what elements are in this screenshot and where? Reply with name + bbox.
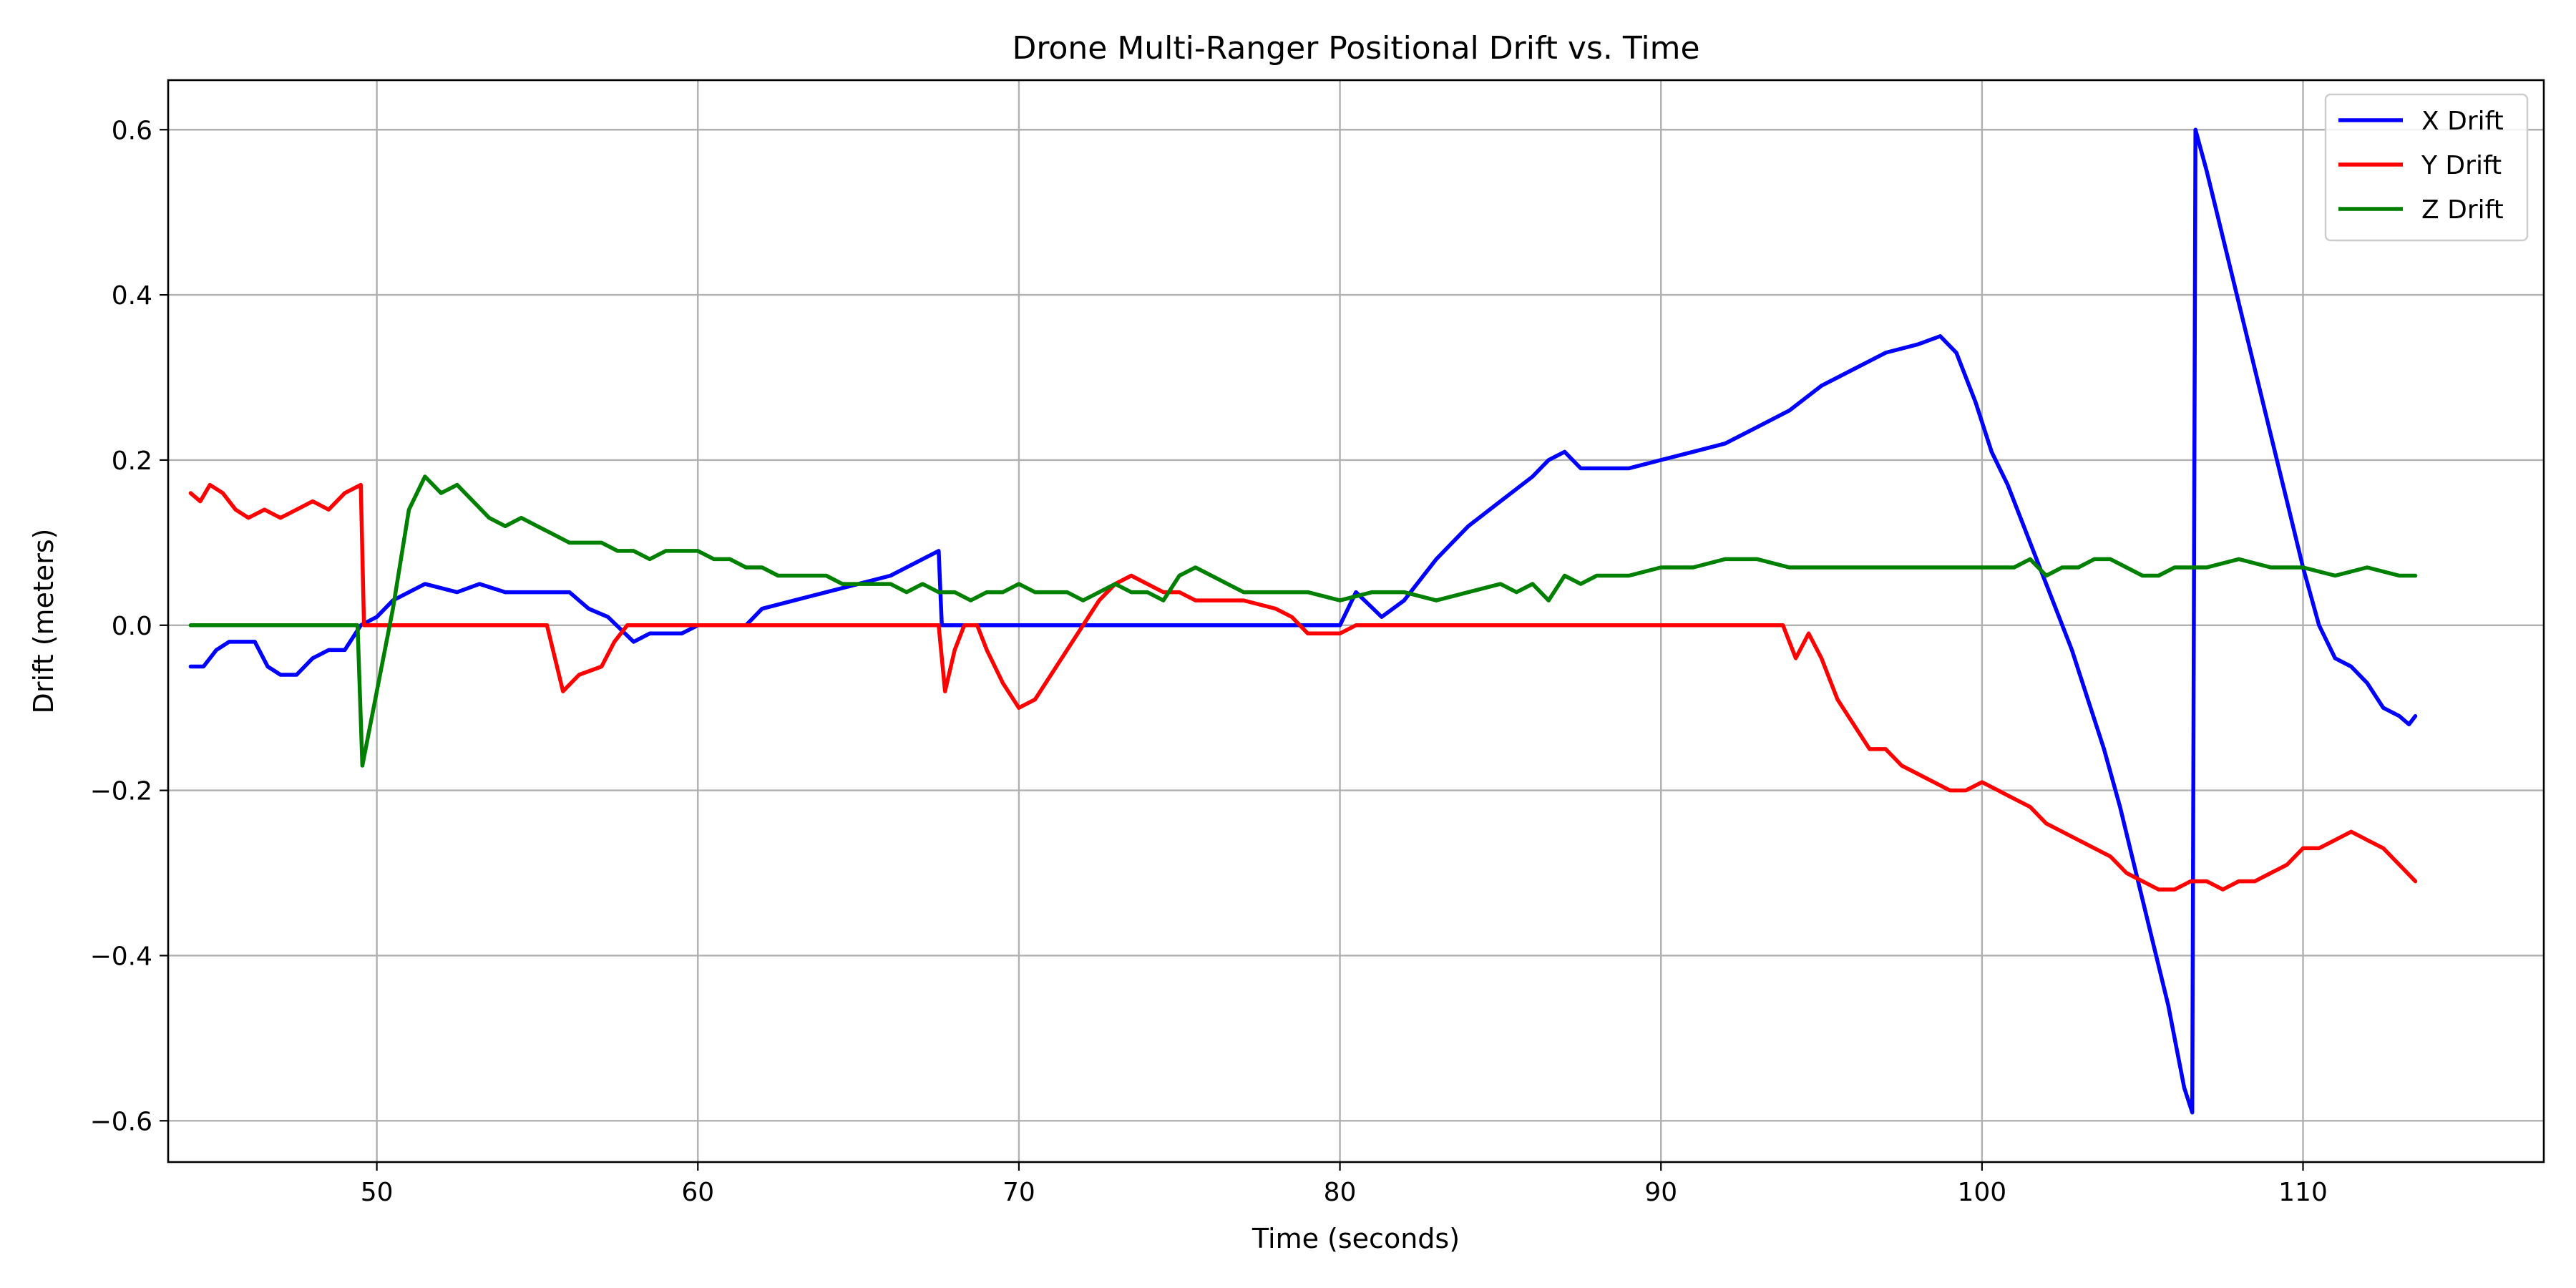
- x-axis-label: Time (seconds): [1252, 1223, 1460, 1254]
- x-tick-label: 50: [361, 1178, 394, 1207]
- legend-box: [2324, 93, 2529, 242]
- x-tick-label: 90: [1644, 1178, 1677, 1207]
- legend: X Drift Y Drift Z Drift: [2324, 93, 2529, 242]
- x-tick-label: 110: [2278, 1178, 2328, 1207]
- x-tick-label: 70: [1002, 1178, 1035, 1207]
- z-drift-line: [188, 474, 2418, 768]
- legend-label-y-drift: Y Drift: [2421, 151, 2502, 180]
- x-tick-label: 80: [1324, 1178, 1357, 1207]
- legend-entries: X Drift Y Drift Z Drift: [2338, 107, 2504, 225]
- series-lines: [188, 127, 2418, 1115]
- y-tick-label: −0.4: [90, 942, 152, 971]
- x-tick-label: 100: [1958, 1178, 2007, 1207]
- legend-label-z-drift: Z Drift: [2421, 195, 2504, 225]
- x-drift-line: [188, 127, 2418, 1115]
- legend-label-x-drift: X Drift: [2421, 107, 2504, 136]
- plot-area: [188, 127, 2418, 1115]
- y-tick-label: 0.4: [112, 281, 152, 311]
- y-tick-label: −0.2: [90, 777, 152, 806]
- x-tick-label: 60: [681, 1178, 714, 1207]
- axis-ticks: 50 60 70 80 90 100 110 −0.6 −0.4 −0.2 0.0 0.2 0.4 0.6: [90, 116, 2328, 1207]
- y-tick-label: 0.0: [112, 612, 152, 641]
- y-drift-line: [188, 482, 2418, 892]
- y-tick-label: 0.2: [112, 447, 152, 476]
- y-tick-label: 0.6: [112, 116, 152, 145]
- y-tick-label: −0.6: [90, 1107, 152, 1136]
- plot-frame: [167, 79, 2545, 1163]
- y-axis-label: Drift (meters): [28, 529, 59, 714]
- chart-title: Drone Multi-Ranger Positional Drift vs. …: [1012, 30, 1699, 67]
